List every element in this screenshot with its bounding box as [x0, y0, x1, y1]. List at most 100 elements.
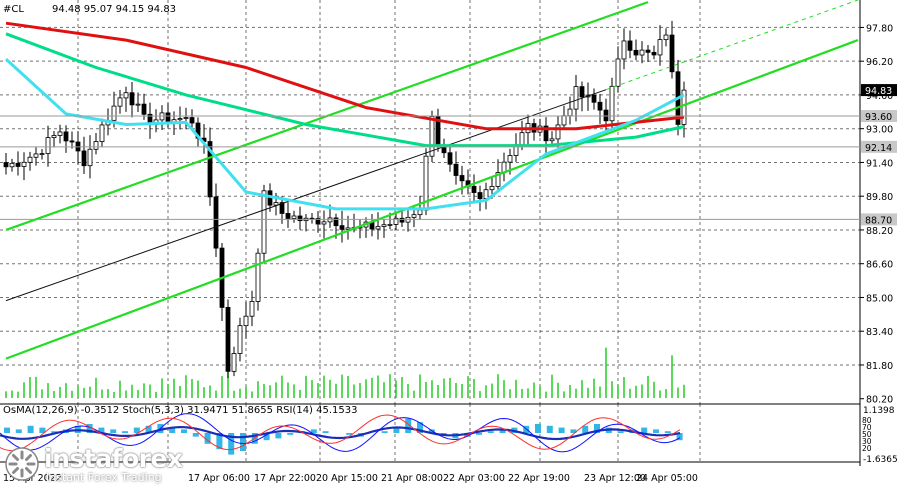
candle-body	[507, 155, 513, 163]
candle-body	[477, 192, 483, 200]
osma-bar	[27, 425, 34, 433]
time-axis: 15 Apr 2022 17 Apr 06:00 17 Apr 22:00 20 Ap…	[3, 473, 698, 484]
osma-bar	[558, 427, 565, 433]
stoch-main-line	[0, 413, 681, 453]
candle-body	[27, 156, 33, 163]
osma-bar	[204, 433, 211, 444]
osma-bar	[546, 425, 553, 433]
stoch-signal-line	[0, 414, 681, 452]
candle-body	[315, 218, 321, 225]
chart-header: #CL 94.48 95.07 94.15 94.83 OsMA(12,26,9…	[3, 4, 358, 416]
candle-body	[543, 125, 549, 142]
indicator-scale-tick: 50	[862, 430, 872, 439]
osma-bar	[417, 422, 423, 433]
moving-average-line	[5, 32, 685, 148]
time-axis-label: 15 Apr 2022	[3, 473, 62, 484]
channel-line	[5, 89, 607, 302]
indicators-label: OsMA(12,26,9) -0.3512 Stoch(5,3,3) 31.94…	[3, 405, 358, 416]
candle-body	[645, 49, 651, 53]
osma-bar	[216, 433, 223, 450]
osma-bar	[145, 425, 152, 433]
candle-body	[591, 94, 597, 103]
candle-body	[39, 153, 45, 155]
price-tag-label: 94.83	[865, 86, 892, 97]
axis-tick-label: 86.60	[866, 260, 893, 271]
osma-bar	[322, 431, 329, 433]
candle-body	[237, 325, 243, 354]
candle-body	[135, 103, 141, 106]
candle-body	[345, 227, 351, 230]
osma-bar	[582, 425, 589, 433]
osma-bar	[228, 433, 235, 455]
candle-body	[573, 86, 579, 110]
candle-body	[339, 225, 345, 230]
candle-body	[87, 148, 93, 167]
candle-body	[165, 112, 171, 123]
instaforex-logo-icon	[5, 447, 39, 481]
volume-bars	[5, 347, 685, 398]
candle-body	[3, 162, 9, 168]
axis-tick-label: 81.80	[866, 361, 893, 372]
candle-body	[639, 49, 645, 56]
watermark-tagline: Instant Forex Trading	[46, 471, 162, 484]
indicator-scale-bottom: -1.6365	[863, 455, 897, 465]
osma-bar	[346, 433, 353, 435]
moving-average-lines	[4, 21, 685, 211]
candle-body	[621, 40, 627, 60]
moving-average-line	[5, 21, 685, 131]
axis-tick-label: 93.00	[866, 125, 893, 136]
channel-line	[5, 39, 859, 360]
candle-body	[51, 135, 57, 139]
candle-body	[603, 109, 609, 122]
candle-body	[663, 34, 669, 41]
candle-body	[57, 131, 63, 136]
candle-body	[489, 185, 495, 191]
candle-body	[453, 163, 459, 176]
candle-body	[381, 224, 387, 227]
candle-body	[447, 152, 453, 165]
candle-body	[243, 315, 249, 327]
candle-body	[297, 215, 303, 222]
candle-body	[213, 196, 219, 249]
osma-bar	[535, 424, 541, 433]
axis-tick-label: 83.40	[866, 327, 893, 338]
osma-bar	[263, 433, 270, 441]
candle-body	[561, 115, 567, 126]
candle-body	[9, 162, 15, 168]
osma-bar	[641, 427, 648, 433]
time-axis-label: 22 Apr 19:00	[508, 473, 570, 484]
candle-body	[255, 252, 261, 302]
candle-body	[519, 132, 525, 146]
axis-background	[860, 0, 897, 486]
indicator-scale-tick: 70	[862, 423, 872, 432]
osma-bar	[487, 431, 494, 433]
candle-body	[273, 202, 279, 206]
candle-body	[117, 97, 123, 107]
time-axis-label: 17 Apr 06:00	[188, 473, 250, 484]
candle-body	[189, 117, 195, 124]
candle-body	[615, 58, 621, 87]
osma-bar	[499, 429, 506, 433]
axis-tick-label: 94.60	[866, 91, 893, 102]
candle-body	[45, 137, 51, 154]
price-tags: 94.83 93.60 92.14 88.70	[0, 84, 897, 226]
candle-body	[63, 131, 69, 142]
indicator-scale-top: 1.1398	[863, 406, 895, 416]
candle-body	[633, 49, 639, 56]
osma-bar	[594, 424, 600, 433]
indicator-scale-tick: 20	[862, 444, 872, 453]
price-tag	[861, 110, 897, 123]
time-axis-label: 24 Apr 05:00	[636, 473, 698, 484]
candle-body	[33, 153, 39, 158]
candle-body	[15, 162, 21, 167]
candle-body	[111, 105, 117, 121]
candle-body	[471, 185, 477, 193]
price-tag-label: 88.70	[865, 215, 892, 226]
osma-bar	[664, 431, 671, 433]
axis-tick-label: 88.20	[866, 226, 893, 237]
osma-bar	[617, 431, 624, 433]
axis-tick-label: 85.00	[866, 293, 893, 304]
axis-tick-label: 89.80	[866, 192, 893, 203]
